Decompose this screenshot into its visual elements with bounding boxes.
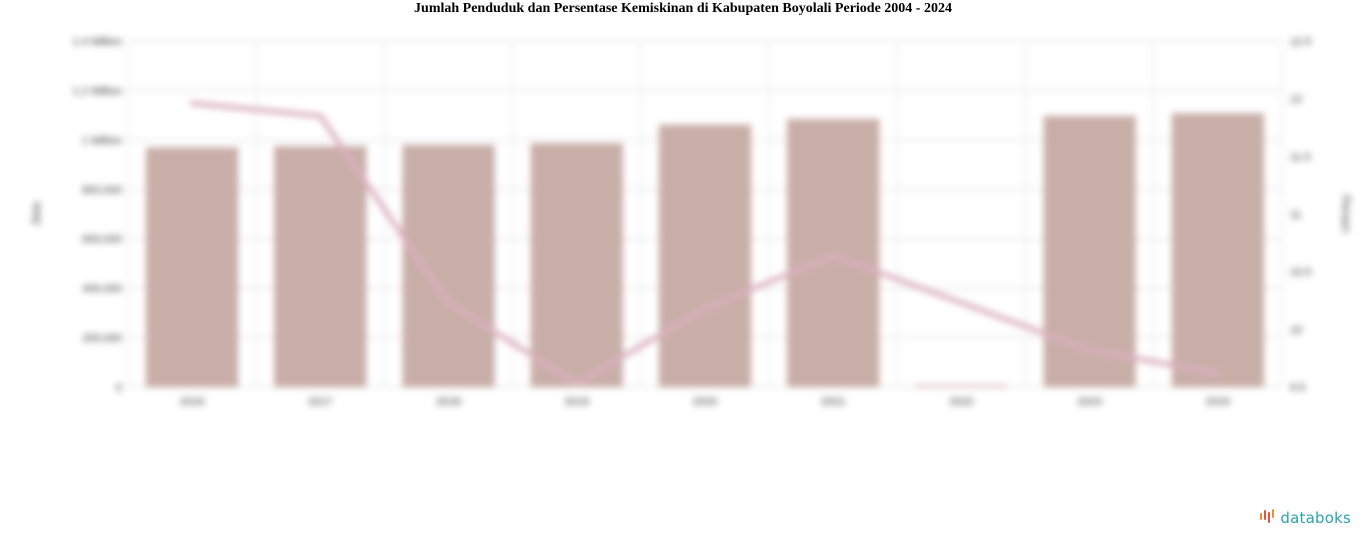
y-left-axis-title: Jiwa: [29, 202, 43, 226]
line-point: [574, 381, 580, 387]
y-left-tick-label: 0: [116, 382, 122, 394]
line-point: [830, 253, 836, 259]
y-left-tick-label: 800,000: [82, 184, 122, 196]
line-point: [189, 100, 195, 106]
y-right-tick-label: 11: [1290, 209, 1301, 221]
bar: [402, 144, 495, 387]
bar: [274, 146, 367, 387]
y-left-tick-label: 600,000: [82, 234, 122, 246]
databoks-brand-name: databoks: [1280, 508, 1351, 527]
chart-title: Jumlah Penduduk dan Persentase Kemiskina…: [414, 1, 952, 16]
x-tick-label: 2024: [1206, 396, 1230, 408]
x-tick-label: 2018: [436, 396, 460, 408]
line-point: [702, 306, 708, 312]
y-left-axis: 0 200,000 400,000 600,000 800,000 1 Million 1.…: [72, 36, 122, 394]
line-series: [189, 100, 1221, 387]
x-tick-label: 2021: [821, 396, 845, 408]
line-point: [446, 300, 452, 306]
bar: [530, 143, 623, 387]
y-left-tick-label: 1 Million: [82, 135, 122, 147]
x-axis: 2016 2017 2018 2019 2020 2021 2022 2023 2024: [180, 396, 1230, 408]
y-left-tick-label: 200,000: [82, 333, 122, 345]
y-right-axis-title: Persen: [1339, 195, 1353, 233]
y-right-axis: 9.5 10 10.5 11 11.5 12 12.5: [1290, 36, 1311, 394]
bar: [1171, 113, 1265, 387]
line-path: [191, 100, 1219, 387]
databoks-logo-icon: [1259, 507, 1277, 528]
y-right-tick-label: 10.5: [1290, 267, 1311, 279]
bar-series: [145, 113, 1265, 388]
y-right-tick-label: 12.5: [1290, 36, 1311, 48]
x-tick-label: 2016: [180, 396, 204, 408]
y-right-tick-label: 11.5: [1290, 151, 1311, 163]
bar: [658, 124, 752, 387]
x-tick-label: 2020: [693, 396, 717, 408]
y-left-tick-label: 400,000: [82, 283, 122, 295]
bar: [1043, 115, 1136, 388]
y-left-tick-label: 1.4 Million: [72, 36, 122, 48]
line-point: [1087, 347, 1093, 353]
x-tick-label: 2017: [308, 396, 332, 408]
bar: [787, 118, 880, 387]
y-right-tick-label: 12: [1290, 94, 1302, 106]
databoks-brand[interactable]: databoks: [1259, 507, 1351, 528]
y-right-tick-label: 10: [1290, 324, 1302, 336]
x-tick-label: 2023: [1077, 396, 1101, 408]
y-right-tick-label: 9.5: [1290, 382, 1305, 394]
x-tick-label: 2019: [565, 396, 589, 408]
line-point: [1215, 370, 1221, 376]
chart-plot: 0 200,000 400,000 600,000 800,000 1 Million 1.…: [29, 36, 1353, 408]
bar: [145, 147, 239, 387]
x-tick-label: 2022: [949, 396, 973, 408]
y-left-tick-label: 1.2 Million: [72, 85, 122, 97]
line-point: [317, 113, 323, 119]
